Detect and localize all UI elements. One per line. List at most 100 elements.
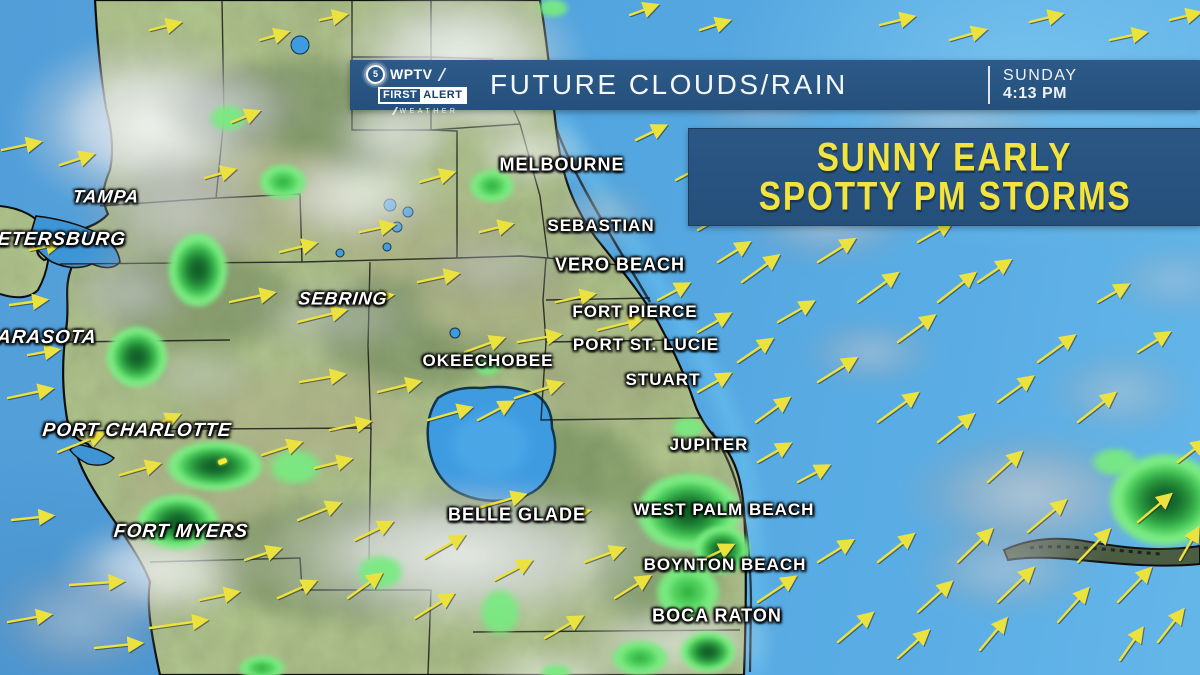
wind-arrow bbox=[358, 219, 397, 236]
wind-arrow bbox=[986, 450, 1024, 484]
wind-arrow bbox=[328, 416, 373, 433]
wind-arrow bbox=[10, 508, 56, 526]
radar-blob bbox=[166, 230, 230, 310]
wind-arrow bbox=[516, 328, 563, 346]
radar-blob bbox=[678, 630, 738, 674]
radar-blob bbox=[652, 560, 724, 624]
city-label-okeechobee: OKEECHOBEE bbox=[422, 351, 554, 370]
wind-arrow bbox=[350, 289, 395, 306]
wind-arrow bbox=[878, 11, 917, 29]
wind-arrow bbox=[476, 400, 515, 422]
wind-arrow bbox=[816, 237, 857, 264]
wind-arrow bbox=[1076, 391, 1118, 424]
wind-arrow bbox=[353, 520, 395, 542]
wind-arrow bbox=[313, 454, 354, 471]
wind-arrow bbox=[6, 608, 53, 626]
wind-arrow bbox=[740, 253, 781, 284]
wind-arrow bbox=[1036, 333, 1077, 364]
county-line bbox=[63, 427, 372, 432]
wind-arrow bbox=[756, 575, 798, 604]
wind-arrow bbox=[948, 25, 989, 42]
logo-alert-text: ALERT bbox=[420, 89, 466, 102]
city-label-port-st-lucie: PORT ST. LUCIE bbox=[572, 335, 720, 354]
radar-blob bbox=[667, 415, 709, 441]
wind-arrow bbox=[596, 314, 645, 332]
logo-slash-icon bbox=[437, 67, 447, 81]
wind-arrow bbox=[836, 611, 875, 644]
wind-arrow bbox=[426, 403, 474, 422]
wind-arrow bbox=[278, 238, 319, 255]
pinellas-outline bbox=[0, 205, 50, 299]
wind-arrow bbox=[716, 240, 752, 264]
wind-arrow bbox=[634, 124, 669, 142]
headline-line-2: SPOTTY PM STORMS bbox=[758, 174, 1132, 219]
wind-arrow bbox=[68, 573, 126, 591]
wind-arrow bbox=[413, 592, 456, 620]
city-label-tampa: TAMPA bbox=[71, 186, 141, 207]
wind-arrow bbox=[463, 334, 506, 354]
charlotte-harbor bbox=[69, 443, 116, 466]
wind-arrow bbox=[56, 431, 106, 454]
wind-arrow bbox=[876, 532, 916, 564]
timestamp-block: SUNDAY 4:13 PM bbox=[988, 66, 1078, 104]
wind-arrow bbox=[8, 293, 50, 311]
county-line bbox=[545, 339, 677, 343]
wind-arrow bbox=[243, 544, 283, 562]
radar-blob bbox=[163, 439, 267, 493]
wind-arrow bbox=[1108, 27, 1149, 44]
wind-arrow bbox=[583, 544, 626, 564]
city-label-sarasota: SARASOTA bbox=[0, 327, 98, 348]
wind-arrow bbox=[276, 579, 318, 600]
forecast-day: SUNDAY bbox=[1003, 67, 1078, 84]
header-bar: 5 WPTV FIRST ALERT WEATHER FUTURE CLOUDS… bbox=[350, 60, 1200, 115]
station-call-letters: WPTV bbox=[390, 66, 433, 82]
wind-arrow bbox=[613, 574, 652, 600]
wind-arrow bbox=[26, 343, 62, 361]
wind-arrow bbox=[698, 16, 732, 33]
forecast-time: 4:13 PM bbox=[1003, 85, 1067, 102]
wind-arrow bbox=[0, 136, 43, 154]
wind-arrow bbox=[346, 572, 384, 600]
wind-arrow bbox=[416, 268, 461, 285]
city-label-fort-pierce: FORT PIERCE bbox=[572, 302, 698, 321]
cloud-patch bbox=[1040, 345, 1200, 440]
cloud-patch bbox=[540, 180, 660, 250]
wind-arrow bbox=[318, 9, 349, 26]
wind-arrow bbox=[298, 368, 347, 385]
wind-arrow bbox=[916, 221, 955, 244]
county-line bbox=[542, 257, 547, 343]
wind-arrow bbox=[896, 628, 931, 660]
city-label-sebastian: SEBASTIAN bbox=[547, 216, 655, 235]
city-label-west-palm-beach: WEST PALM BEACH bbox=[633, 500, 815, 519]
wind-arrow bbox=[1116, 566, 1153, 604]
wind-arrow bbox=[1136, 330, 1172, 354]
wind-arrow bbox=[554, 288, 597, 306]
wind-arrow bbox=[796, 464, 832, 484]
city-label-boca-raton: BOCA RATON bbox=[652, 605, 782, 626]
wind-arrow bbox=[696, 543, 736, 564]
wind-arrow bbox=[736, 337, 775, 364]
wind-arrow bbox=[1118, 625, 1144, 662]
wind-arrow bbox=[876, 391, 920, 424]
wind-arrow bbox=[260, 438, 304, 457]
wind-arrow bbox=[996, 566, 1036, 604]
wind-arrow bbox=[58, 150, 96, 167]
wind-arrow bbox=[296, 500, 343, 522]
wind-arrow bbox=[696, 312, 733, 334]
graphic-title: FUTURE CLOUDS/RAIN bbox=[490, 69, 848, 100]
logo-slash-icon bbox=[391, 107, 398, 115]
county-line bbox=[547, 257, 629, 267]
wind-arrow bbox=[28, 238, 63, 255]
wind-arrow bbox=[856, 271, 900, 304]
wind-arrow bbox=[138, 412, 182, 434]
wind-arrow bbox=[1056, 586, 1090, 624]
wind-arrow bbox=[996, 375, 1035, 404]
wind-arrow bbox=[1176, 438, 1200, 464]
wind-arrow bbox=[1026, 498, 1068, 534]
wind-arrow bbox=[418, 168, 457, 185]
city-label-stuart: STUART bbox=[625, 370, 701, 389]
wind-arrow bbox=[1136, 492, 1173, 524]
city-label-boynton-beach: BOYNTON BEACH bbox=[643, 555, 807, 574]
radar-blob bbox=[236, 654, 288, 675]
